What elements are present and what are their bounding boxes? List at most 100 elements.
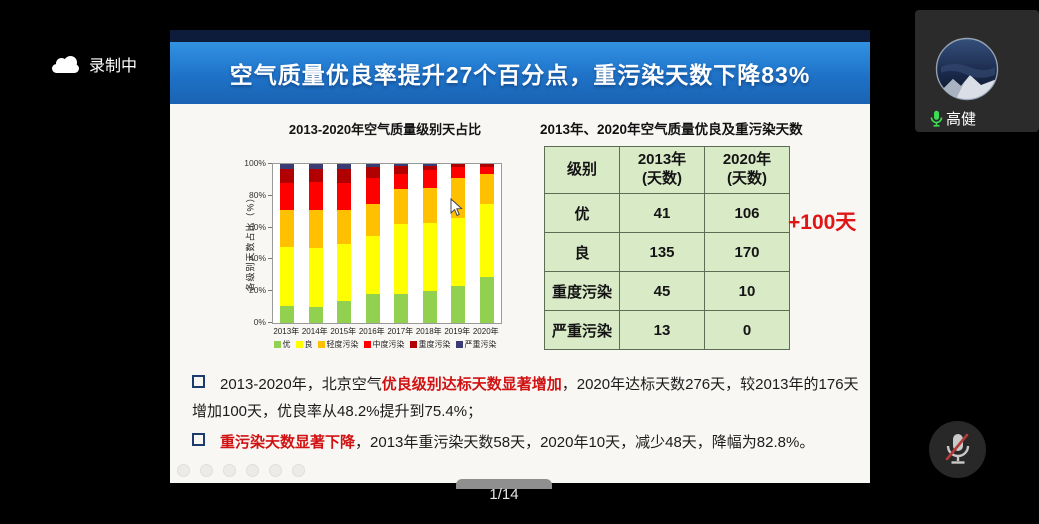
- bar-segment-重度污染: [337, 168, 352, 184]
- legend-item-严重污染: 严重污染: [455, 339, 497, 350]
- table-cell: 0: [704, 310, 790, 350]
- bar-segment-严重污染: [365, 164, 380, 168]
- bar-segment-重度污染: [280, 168, 295, 184]
- bar-segment-良: [422, 222, 437, 292]
- bar-segment-轻度污染: [280, 210, 295, 247]
- y-tick-label: 40%: [248, 253, 266, 264]
- bar-segment-中度污染: [479, 167, 494, 174]
- summary-bullets: 2013-2020年，北京空气优良级别达标天数显著增加，2020年达标天数276…: [192, 371, 868, 460]
- legend-label: 中度污染: [372, 340, 405, 349]
- bar-2014年: [308, 164, 323, 323]
- recording-label: 录制中: [89, 58, 138, 75]
- page-indicator-tab[interactable]: [456, 479, 552, 489]
- bullet-item: 重污染天数显著下降，2013年重污染天数58天，2020年10天，减少48天，降…: [192, 429, 868, 456]
- mute-button[interactable]: [929, 421, 986, 478]
- bullet-text: 2013-2020年，北京空气: [220, 376, 382, 393]
- bar-segment-良: [280, 246, 295, 306]
- bar-segment-中度污染: [422, 170, 437, 188]
- bar-2017年: [394, 164, 409, 323]
- bar-segment-优: [280, 305, 295, 323]
- bar-segment-中度污染: [451, 167, 466, 179]
- bar-segment-中度污染: [280, 183, 295, 211]
- x-tick-label: 2015年: [330, 327, 357, 336]
- bar-segment-良: [479, 203, 494, 277]
- bullet-highlight-text: 重污染天数显著下降: [220, 434, 356, 451]
- presentation-slide: 空气质量优良率提升27个百分点，重污染天数下降83% 2013-2020年空气质…: [170, 30, 870, 483]
- chart-y-axis-label: 各级别天数占比（%）: [245, 192, 256, 292]
- x-tick-label: 2020年: [472, 327, 499, 336]
- legend-swatch: [317, 341, 325, 348]
- table-cell: 重度污染: [544, 271, 620, 311]
- legend-label: 严重污染: [464, 340, 497, 349]
- bar-segment-重度污染: [394, 165, 409, 174]
- slide-title-banner: 空气质量优良率提升27个百分点，重污染天数下降83%: [170, 42, 870, 104]
- y-tick-mark: [268, 290, 272, 292]
- legend-label: 轻度污染: [326, 340, 359, 349]
- annotation-tool-icon[interactable]: [292, 464, 305, 477]
- bar-segment-优: [365, 294, 380, 323]
- bullet-text: ，2020年达标天数276天，较2013年的176天增加100天，优良率从48.…: [192, 376, 859, 420]
- legend-label: 重度污染: [418, 340, 451, 349]
- bar-2019年: [451, 164, 466, 323]
- legend-swatch: [363, 341, 371, 348]
- bar-segment-中度污染: [394, 173, 409, 190]
- table-row: 严重污染 13 0: [544, 310, 790, 350]
- legend-swatch: [273, 341, 281, 348]
- stacked-bar-chart: [272, 163, 502, 324]
- table-cell: 严重污染: [544, 310, 620, 350]
- bar-segment-优: [337, 300, 352, 323]
- x-tick-label: 2014年: [301, 327, 328, 336]
- bar-2018年: [422, 164, 437, 323]
- table-cell: 13: [619, 310, 705, 350]
- bar-segment-严重污染: [280, 164, 295, 169]
- annotation-tool-icon[interactable]: [200, 464, 213, 477]
- legend-swatch: [295, 341, 303, 348]
- y-tick-label: 60%: [248, 221, 266, 232]
- bar-segment-良: [394, 224, 409, 295]
- bar-segment-良: [337, 243, 352, 301]
- participant-name-row: 高健: [930, 108, 976, 129]
- bar-2016年: [365, 164, 380, 323]
- bar-segment-严重污染: [394, 164, 409, 166]
- annotation-tool-icon[interactable]: [246, 464, 259, 477]
- table-cell: 优: [544, 193, 620, 233]
- bar-segment-轻度污染: [394, 189, 409, 225]
- cloud-icon: [52, 56, 79, 73]
- annotation-tool-icon[interactable]: [177, 464, 190, 477]
- y-tick-mark: [268, 322, 272, 323]
- legend-label: 优: [282, 340, 291, 349]
- bar-segment-重度污染: [422, 165, 437, 171]
- bar-segment-中度污染: [308, 181, 323, 211]
- bar-segment-中度污染: [365, 178, 380, 204]
- bar-2015年: [337, 164, 352, 323]
- legend-swatch: [455, 341, 463, 348]
- bar-segment-轻度污染: [308, 210, 323, 249]
- x-tick-label: 2013年: [273, 327, 300, 336]
- bar-segment-重度污染: [308, 168, 323, 182]
- bar-segment-良: [451, 218, 466, 287]
- legend-swatch: [409, 341, 417, 348]
- bar-2020年: [479, 164, 494, 323]
- y-tick-mark: [268, 194, 272, 196]
- bar-segment-轻度污染: [422, 187, 437, 223]
- y-tick-label: 0%: [253, 317, 266, 327]
- chart-title: 2013-2020年空气质量级别天占比: [288, 122, 482, 137]
- bar-segment-重度污染: [365, 167, 380, 179]
- y-tick-label: 80%: [248, 189, 266, 200]
- participant-tile[interactable]: 高健: [915, 10, 1039, 132]
- table-cell: 41: [619, 193, 705, 233]
- table-title: 2013年、2020年空气质量优良及重污染天数: [540, 122, 803, 137]
- bar-segment-优: [308, 307, 323, 323]
- bar-segment-优: [422, 291, 437, 323]
- presenter-annotation-toolbar: [177, 464, 305, 477]
- bar-2013年: [280, 164, 295, 323]
- annotation-tool-icon[interactable]: [269, 464, 282, 477]
- table-cell: 135: [619, 232, 705, 272]
- y-tick-label: 20%: [248, 285, 266, 296]
- table-cell: 良: [544, 232, 620, 272]
- annotation-tool-icon[interactable]: [223, 464, 236, 477]
- x-tick-label: 2016年: [358, 327, 385, 336]
- microphone-muted-icon: [945, 433, 969, 464]
- bar-segment-优: [394, 294, 409, 323]
